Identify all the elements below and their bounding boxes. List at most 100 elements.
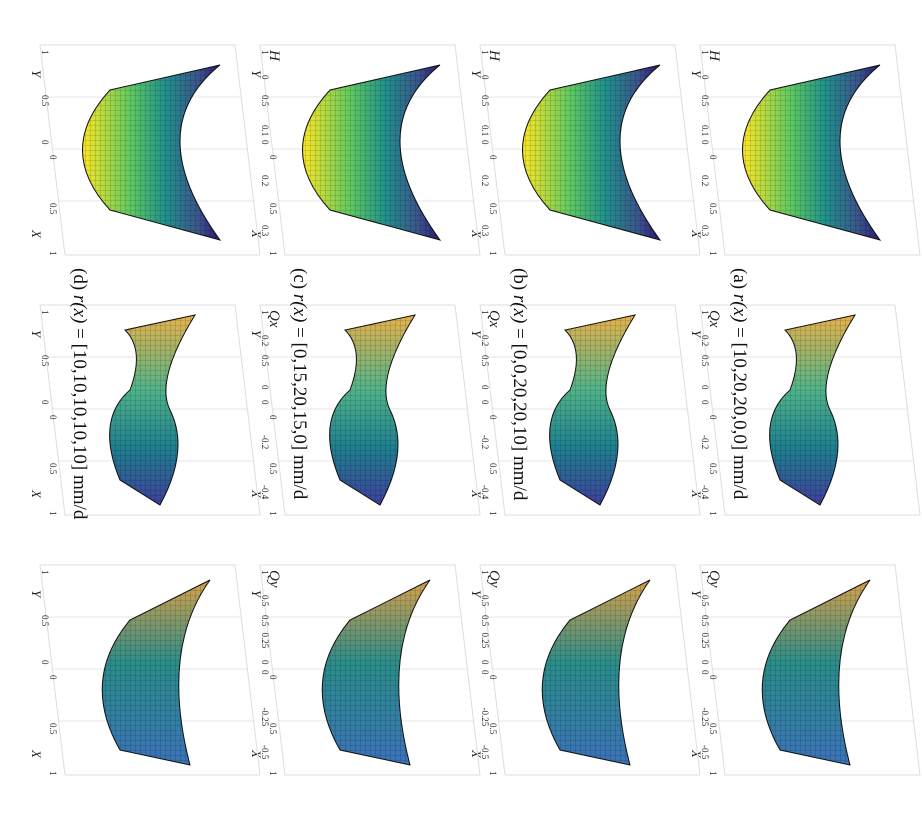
tick-label: 0.5 xyxy=(40,615,50,627)
tick-label: -0.5 xyxy=(480,745,490,760)
axis-label-y: Y xyxy=(249,70,264,79)
tick-label: 0.5 xyxy=(268,203,278,215)
tick-label: 0.5 xyxy=(48,203,58,215)
axis-label-Qy: Qy xyxy=(266,570,282,588)
tick-label: 1 xyxy=(700,570,710,575)
tick-label: 0 xyxy=(700,670,710,675)
axis-label-x: X xyxy=(469,229,484,239)
axes-frame xyxy=(479,44,701,256)
tick-label: 0 xyxy=(268,155,278,160)
tick-label: 1 xyxy=(48,251,58,256)
tick-label: 0.2 xyxy=(700,335,710,346)
tick-label: 0 xyxy=(260,75,270,80)
tick-label: 0.5 xyxy=(700,615,710,627)
tick-label: -0.2 xyxy=(480,435,490,449)
tick-label: -0.25 xyxy=(480,708,490,727)
tick-label: 1 xyxy=(488,511,498,516)
axis-label-H: H xyxy=(486,49,502,62)
tick-label: 1 xyxy=(260,570,270,575)
tick-label: 0.3 xyxy=(920,225,922,237)
tick-label: 0.3 xyxy=(260,225,270,237)
tick-label: 0.1 xyxy=(700,125,710,136)
figure-row-2: H00.10.20.3YX10.5000.51Qx0.20-0.2-0.4YX1… xyxy=(469,44,722,776)
tick-label: 0 xyxy=(480,670,490,675)
tick-label: 0 xyxy=(700,75,710,80)
figure-row-4: H00.10.20.3YX10.5000.51Qx0.20-0.2-0.4YX1… xyxy=(29,44,282,776)
tick-label: 0 xyxy=(48,675,58,680)
axis-label-x: X xyxy=(29,229,44,239)
tick-label: 1 xyxy=(260,310,270,315)
tick-label: 0 xyxy=(700,140,710,145)
tick-label: 0.5 xyxy=(488,463,498,475)
tick-label: 1 xyxy=(40,50,50,55)
tick-label: 0 xyxy=(480,140,490,145)
tick-label: -0.5 xyxy=(260,745,270,760)
axis-label-y: Y xyxy=(29,330,44,339)
axis-label-y: Y xyxy=(689,590,704,599)
axis-label-x: X xyxy=(689,229,704,239)
tick-label: 0.5 xyxy=(480,95,490,107)
tick-label: 0 xyxy=(260,140,270,145)
tick-label: 1 xyxy=(700,310,710,315)
tick-label: 1 xyxy=(260,50,270,55)
tick-label: -0.25 xyxy=(260,708,270,727)
tick-label: 1 xyxy=(268,511,278,516)
tick-label: 0 xyxy=(260,400,270,405)
axis-label-H: H xyxy=(266,49,282,62)
tick-label: 0.2 xyxy=(260,175,270,186)
axes-frame xyxy=(259,564,481,776)
tick-label: 0 xyxy=(700,660,710,665)
tick-label: 0 xyxy=(708,675,718,680)
tick-label: 0 xyxy=(708,415,718,420)
tick-label: 0.5 xyxy=(260,95,270,107)
surface-panel-Qx: Qx 0.2 0 -0.2 -0.4 Y X 1 0.5 0 0 0.5 1 xyxy=(469,304,722,516)
axes-frame xyxy=(699,44,921,256)
tick-label: -0.2 xyxy=(920,435,922,449)
axis-label-Qy: Qy xyxy=(706,570,722,588)
tick-label: -0.2 xyxy=(700,435,710,449)
figure-row-1: H00.10.20.3YX10.5000.51Qx0.20-0.2-0.4YX1… xyxy=(689,44,922,776)
axis-label-x: X xyxy=(249,489,264,499)
surface-mesh-grid xyxy=(549,315,635,505)
surface-mesh-grid xyxy=(102,580,210,765)
surface-mesh-grid xyxy=(82,65,220,240)
tick-label: 0.25 xyxy=(260,633,270,649)
axis-label-Qx: Qx xyxy=(266,310,282,328)
tick-label: -0.5 xyxy=(920,745,922,760)
tick-label: 0 xyxy=(260,660,270,665)
tick-label: 0.3 xyxy=(700,225,710,237)
caption-label: (c) xyxy=(289,268,310,294)
surface-panel-H: H 0 0.1 0.2 0.3 Y X 1 0.5 0 0 0.5 1 xyxy=(249,44,502,256)
axis-label-H: H xyxy=(706,49,722,62)
tick-label: -0.4 xyxy=(700,485,710,500)
caption-label: (b) xyxy=(509,268,530,295)
tick-label: 0 xyxy=(488,415,498,420)
surface-mesh-grid xyxy=(322,580,430,765)
axes-frame xyxy=(39,304,261,516)
axis-label-x: X xyxy=(469,749,484,759)
tick-label: 0 xyxy=(488,675,498,680)
surface-mesh-grid xyxy=(302,65,440,240)
surface-mesh-grid xyxy=(769,315,855,505)
surface-panel-H: H 0 0.1 0.2 0.3 Y X 1 0.5 0 0 0.5 1 xyxy=(29,44,282,256)
tick-label: 0.2 xyxy=(920,175,922,186)
tick-label: 0.5 xyxy=(268,723,278,735)
tick-label: 0 xyxy=(260,385,270,390)
tick-label: 0.5 xyxy=(708,463,718,475)
tick-label: 0.5 xyxy=(700,355,710,367)
tick-label: 1 xyxy=(480,570,490,575)
tick-label: 0.2 xyxy=(260,335,270,346)
tick-label: -0.4 xyxy=(920,485,922,500)
tick-label: 0.5 xyxy=(40,355,50,367)
panel-caption: (d) r(x) = [10,10,10,10,10] mm/d xyxy=(68,268,90,519)
caption-variable: r(x) xyxy=(69,294,90,329)
axes-frame xyxy=(699,304,921,516)
tick-label: 0.5 xyxy=(40,95,50,107)
tick-label: 1 xyxy=(480,50,490,55)
axis-label-y: Y xyxy=(469,330,484,339)
tick-label: 1 xyxy=(708,511,718,516)
tick-label: 1 xyxy=(268,771,278,776)
